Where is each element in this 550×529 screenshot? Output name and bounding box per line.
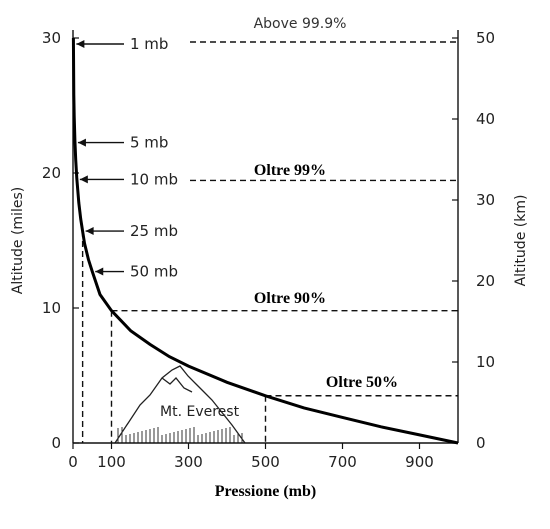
y-right-tick-label: 40 (476, 110, 495, 128)
x-tick-label: 700 (328, 453, 357, 471)
x-tick-label: 0 (68, 453, 78, 471)
axes: 0 100 300 500 700 900010203001020304050Pressi… (10, 29, 529, 500)
pressure-label: 10 mb (130, 170, 178, 188)
arrow-25-mb-head (85, 227, 94, 236)
pressure-label: 25 mb (130, 222, 178, 240)
y-left-tick-label: 10 (42, 299, 61, 317)
y-right-tick-label: 0 (476, 434, 486, 452)
x-axis-title: Pressione (mb) (215, 483, 316, 500)
x-tick-label: 100 (97, 453, 126, 471)
level-label: Above 99.9% (254, 16, 347, 32)
pressure-altitude-curve (71, 37, 459, 445)
mountain-label: Mt. Everest (160, 404, 240, 420)
level-label: Oltre 90% (254, 290, 326, 307)
pressure-label: 5 mb (130, 134, 168, 152)
arrow-10-mb-head (79, 175, 88, 184)
chart-labels: 1 mb 5 mb 10 mb 25 mb 50 mb Above 99.9% Oltre … (130, 16, 398, 420)
level-label: Oltre 50% (326, 374, 398, 391)
y-left-tick-label: 20 (42, 164, 61, 182)
level-label: Oltre 99% (254, 162, 326, 179)
y-right-tick-label: 10 (476, 353, 495, 371)
mountain-sketch (114, 365, 246, 444)
mountain-ridge (161, 377, 193, 393)
pressure-label: 1 mb (130, 35, 168, 53)
y-right-tick-label: 20 (476, 272, 495, 290)
mountain-outline (114, 365, 246, 444)
y-right-axis-title: Altitude (km) (513, 195, 529, 287)
y-left-axis-title: Altitude (miles) (10, 187, 26, 294)
arrow-50-mb-head (95, 267, 104, 276)
y-right-tick-label: 30 (476, 191, 495, 209)
y-right-tick-label: 50 (476, 29, 495, 47)
pressure-label: 50 mb (130, 263, 178, 281)
pressure-arrows (76, 40, 124, 276)
arrow-5-mb-head (77, 138, 86, 147)
x-tick-label: 900 (405, 453, 434, 471)
dashed-level-lines (81, 41, 458, 443)
y-left-tick-label: 0 (51, 434, 61, 452)
y-left-tick-label: 30 (42, 29, 61, 47)
arrow-1-mb-head (76, 40, 85, 48)
x-tick-label: 300 (174, 453, 203, 471)
x-tick-label: 500 (251, 453, 280, 471)
